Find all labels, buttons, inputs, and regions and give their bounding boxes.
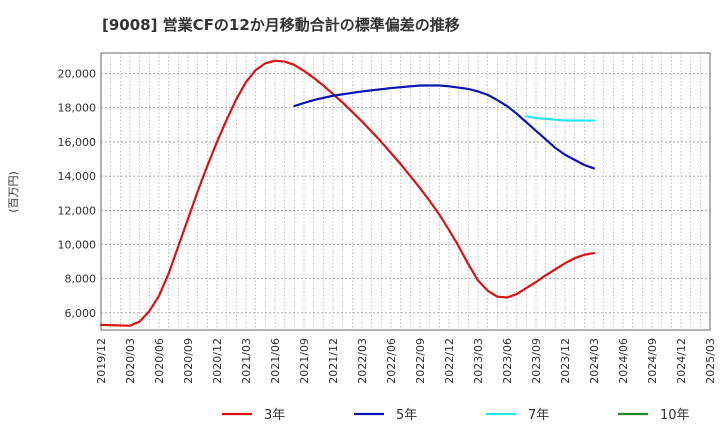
x-tick-label: 2020/12 bbox=[211, 338, 224, 384]
y-tick-label: 14,000 bbox=[58, 170, 97, 183]
x-tick-label: 2023/09 bbox=[530, 338, 543, 384]
y-tick-label: 8,000 bbox=[65, 273, 97, 286]
series-line-3年 bbox=[99, 59, 596, 327]
chart-title: [9008] 営業CFの12か月移動合計の標準偏差の推移 bbox=[102, 16, 460, 34]
x-tick-label: 2022/12 bbox=[443, 338, 456, 384]
x-tick-label: 2022/09 bbox=[414, 338, 427, 384]
y-tick-label: 12,000 bbox=[58, 204, 97, 217]
plot-frame bbox=[100, 52, 711, 331]
x-tick-label: 2019/12 bbox=[95, 338, 108, 384]
x-tick-label: 2021/03 bbox=[240, 338, 253, 384]
series-line-7年 bbox=[525, 115, 596, 122]
x-tick-label: 2021/12 bbox=[327, 338, 340, 384]
series-layer bbox=[99, 59, 596, 327]
x-tick-label: 2022/06 bbox=[385, 338, 398, 384]
x-tick-label: 2020/09 bbox=[182, 338, 195, 384]
y-axis: 6,000 8,000 10,000 12,000 14,000 16,000 18,000… bbox=[58, 68, 97, 320]
y-tick-label: 6,000 bbox=[65, 307, 97, 320]
legend-label: 10年 bbox=[660, 408, 690, 423]
legend-label: 5年 bbox=[396, 408, 417, 423]
legend: 3年 5年 7年 10年 bbox=[222, 408, 690, 423]
y-tick-label: 18,000 bbox=[58, 102, 97, 115]
y-tick-label: 20,000 bbox=[58, 68, 97, 81]
x-tick-label: 2024/09 bbox=[646, 338, 659, 384]
x-tick-label: 2020/06 bbox=[153, 338, 166, 384]
y-tick-label: 10,000 bbox=[58, 239, 97, 252]
x-tick-label: 2024/03 bbox=[588, 338, 601, 384]
x-tick-label: 2024/12 bbox=[675, 338, 688, 384]
x-tick-label: 2023/03 bbox=[472, 338, 485, 384]
legend-label: 3年 bbox=[264, 408, 285, 423]
y-axis-label: (百万円) bbox=[7, 171, 20, 213]
y-tick-label: 16,000 bbox=[58, 136, 97, 149]
x-tick-label: 2022/03 bbox=[356, 338, 369, 384]
legend-label: 7年 bbox=[528, 408, 549, 423]
x-tick-label: 2024/06 bbox=[617, 338, 630, 384]
x-tick-label: 2023/06 bbox=[501, 338, 514, 384]
series-line-5年 bbox=[293, 84, 596, 170]
x-tick-label: 2021/06 bbox=[269, 338, 282, 384]
x-tick-label: 2021/09 bbox=[298, 338, 311, 384]
x-tick-label: 2023/12 bbox=[559, 338, 572, 384]
x-tick-label: 2020/03 bbox=[124, 338, 137, 384]
x-tick-label: 2025/03 bbox=[704, 338, 717, 384]
x-axis: 2019/12 2020/03 2020/06 2020/09 2020/12 2021/… bbox=[95, 338, 717, 384]
